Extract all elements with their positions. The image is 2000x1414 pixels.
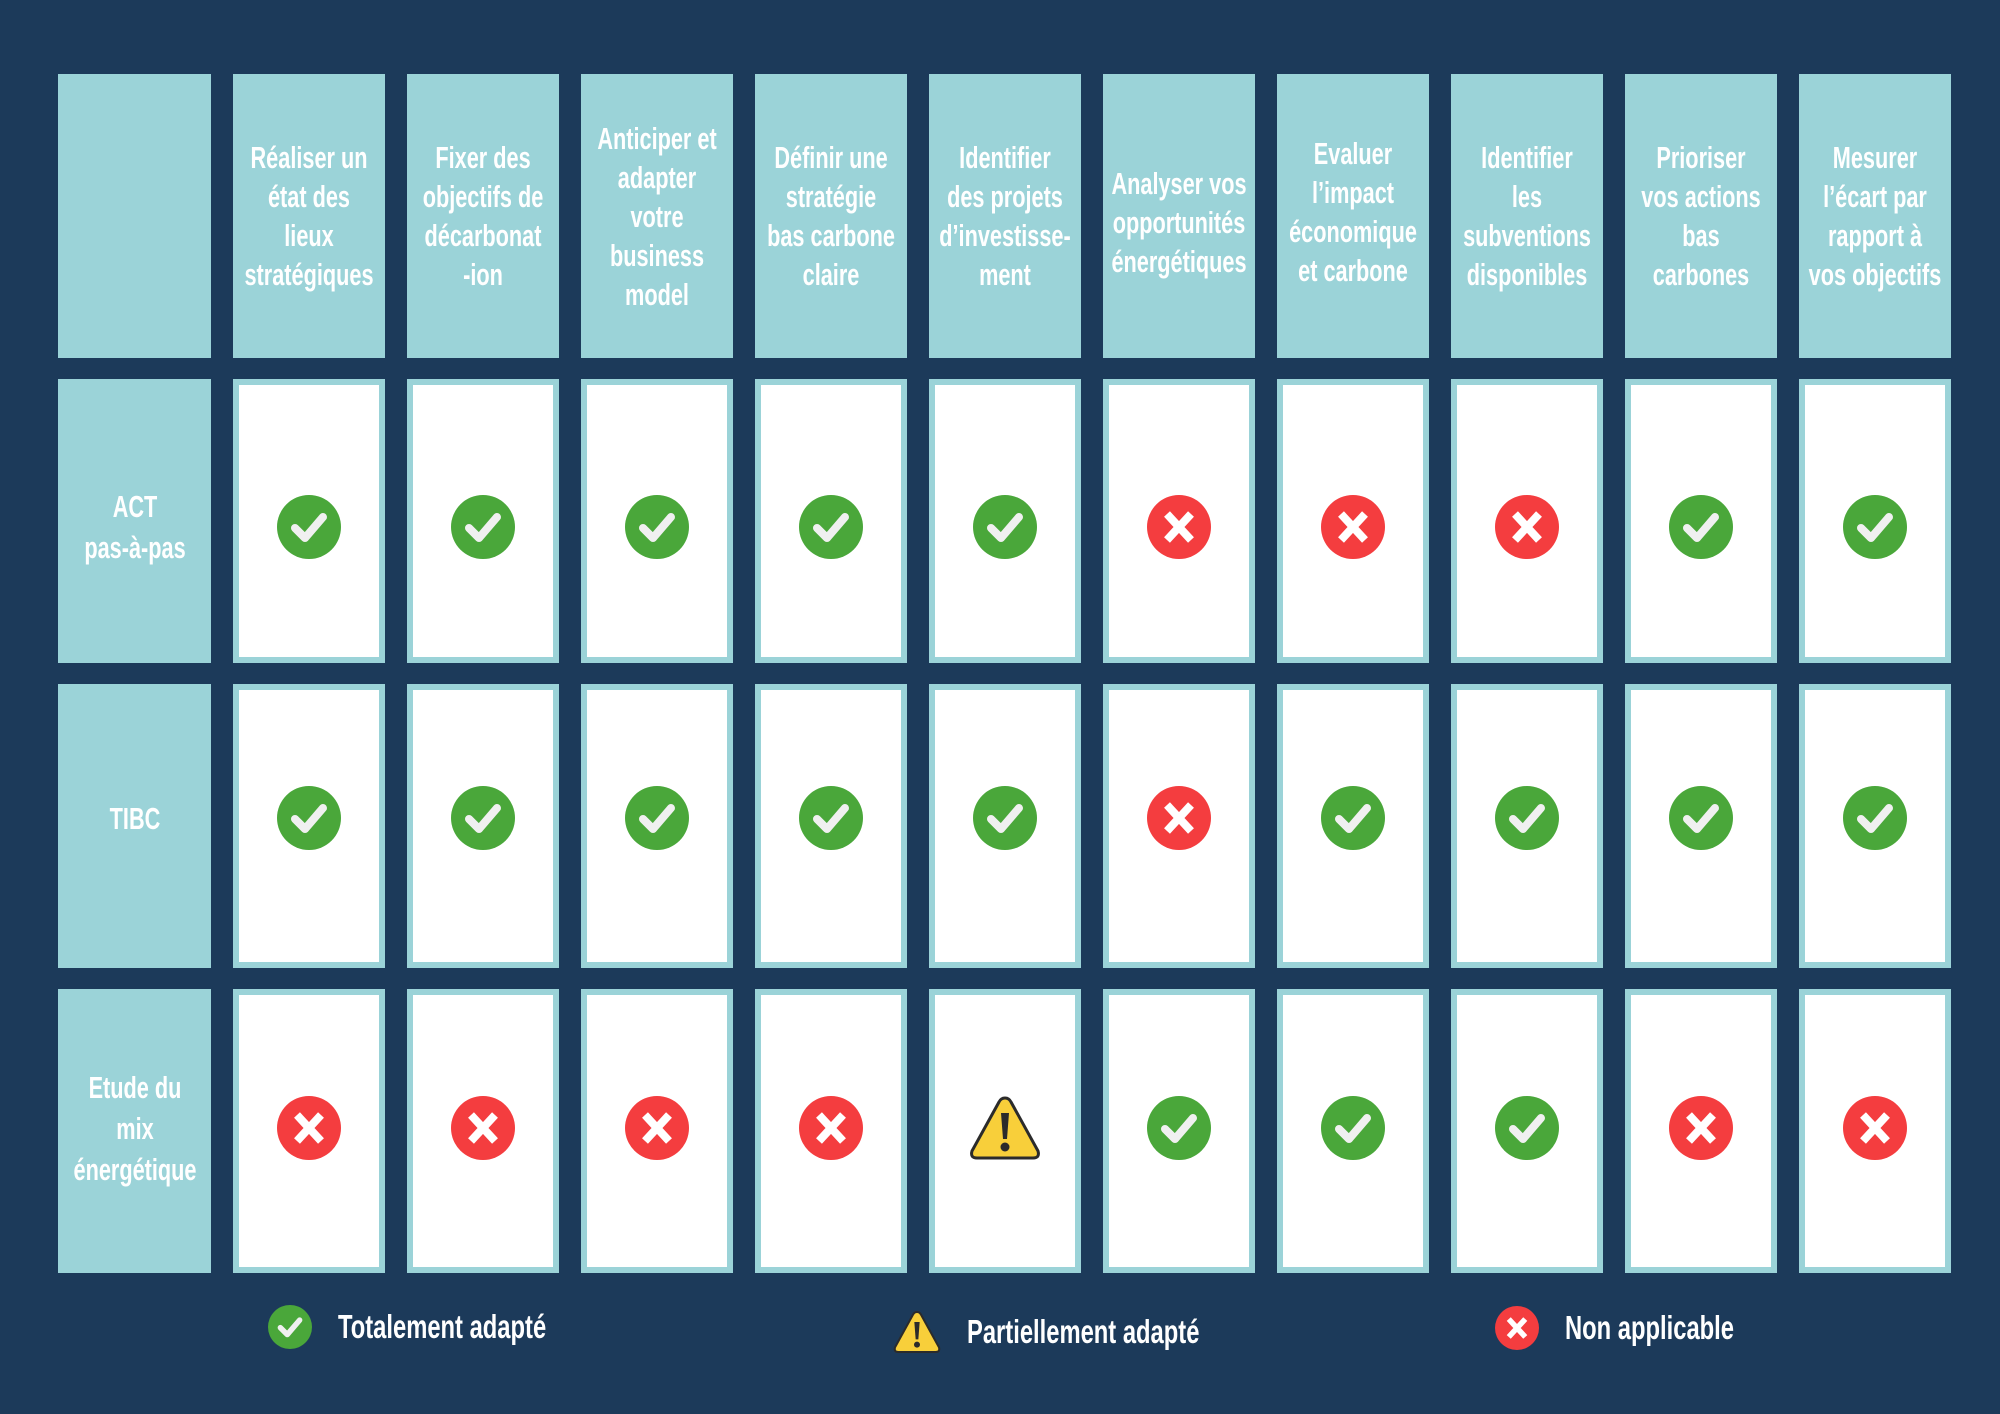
table-cell [1277, 684, 1429, 968]
check-circle-icon [625, 495, 689, 559]
cross-circle-icon [799, 1096, 863, 1160]
check-circle-icon [799, 786, 863, 850]
cross-circle-icon [1495, 1306, 1539, 1350]
check-circle-icon [1843, 786, 1907, 850]
cross-circle-icon [1321, 495, 1385, 559]
table-cell [1625, 379, 1777, 663]
row-header-1: ACT pas-à-pas [58, 379, 211, 663]
row-header-2: TIBC [58, 684, 211, 968]
column-header-label: Réaliser un état des lieux stratégiques [244, 140, 374, 292]
table-cell [929, 989, 1081, 1273]
table-cell [233, 989, 385, 1273]
column-header-9: Prioriser vos actions bas carbones [1625, 74, 1777, 358]
legend-label: Non applicable [1565, 1309, 1734, 1346]
column-header-1: Réaliser un état des lieux stratégiques [233, 74, 385, 358]
table-cell [233, 379, 385, 663]
table-cell [1451, 379, 1603, 663]
check-circle-icon [451, 495, 515, 559]
table-cell [1625, 989, 1777, 1273]
table-cell [581, 379, 733, 663]
column-header-5: Identifier des projets d’investisse- men… [929, 74, 1081, 358]
table-cell [755, 684, 907, 968]
check-circle-icon [277, 786, 341, 850]
cross-circle-icon [277, 1096, 341, 1160]
table-cell [1799, 989, 1951, 1273]
column-header-label: Anticiper et adapter votre business mode… [597, 120, 717, 312]
column-header-7: Evaluer l’impact économique et carbone [1277, 74, 1429, 358]
table-cell [1103, 989, 1255, 1273]
table-cell [1799, 684, 1951, 968]
table-cell [1277, 379, 1429, 663]
table-cell [1277, 989, 1429, 1273]
column-header-label: Fixer des objectifs de décarbonat -ion [422, 140, 544, 292]
check-circle-icon [1321, 786, 1385, 850]
table-cell [1451, 684, 1603, 968]
table-cell [581, 989, 733, 1273]
check-circle-icon [625, 786, 689, 850]
column-header-label: Analyser vos opportunités énergétiques [1111, 165, 1247, 279]
check-circle-icon [277, 495, 341, 559]
column-header-label: Définir une stratégie bas carbone claire [767, 140, 895, 292]
warning-triangle-icon [969, 1095, 1041, 1161]
table-cell [929, 379, 1081, 663]
table-cell [1103, 379, 1255, 663]
corner-header-cell [58, 74, 211, 358]
cross-circle-icon [451, 1096, 515, 1160]
table-cell [407, 989, 559, 1273]
cross-circle-icon [1147, 786, 1211, 850]
cross-circle-icon [1495, 495, 1559, 559]
table-cell [755, 379, 907, 663]
column-header-8: Identifier les subventions disponibles [1451, 74, 1603, 358]
legend-label: Partiellement adapté [967, 1313, 1200, 1350]
check-circle-icon [1669, 786, 1733, 850]
check-circle-icon [973, 495, 1037, 559]
column-header-2: Fixer des objectifs de décarbonat -ion [407, 74, 559, 358]
check-circle-icon [799, 495, 863, 559]
check-circle-icon [451, 786, 515, 850]
check-circle-icon [1669, 495, 1733, 559]
legend-item-check: Totalement adapté [268, 1302, 627, 1352]
row-header-label: TIBC [109, 800, 160, 836]
column-header-label: Identifier des projets d’investisse- men… [939, 140, 1071, 292]
table-cell [1799, 379, 1951, 663]
warning-triangle-icon [893, 1310, 941, 1354]
cross-circle-icon [1843, 1096, 1907, 1160]
column-header-4: Définir une stratégie bas carbone claire [755, 74, 907, 358]
check-circle-icon [1321, 1096, 1385, 1160]
column-header-3: Anticiper et adapter votre business mode… [581, 74, 733, 358]
check-circle-icon [1147, 1096, 1211, 1160]
column-header-label: Evaluer l’impact économique et carbone [1289, 136, 1417, 288]
table-cell [1625, 684, 1777, 968]
table-cell [407, 684, 559, 968]
cross-circle-icon [1147, 495, 1211, 559]
row-header-label: Etude du mix énergétique [72, 1069, 197, 1187]
table-cell [929, 684, 1081, 968]
column-header-label: Prioriser vos actions bas carbones [1641, 140, 1761, 292]
legend-item-cross: Non applicable [1495, 1303, 1800, 1353]
legend-label: Totalement adapté [338, 1308, 547, 1345]
table-cell [1103, 684, 1255, 968]
check-circle-icon [1843, 495, 1907, 559]
row-header-3: Etude du mix énergétique [58, 989, 211, 1273]
table-cell [407, 379, 559, 663]
table-cell [1451, 989, 1603, 1273]
check-circle-icon [1495, 1096, 1559, 1160]
column-header-10: Mesurer l’écart par rapport à vos object… [1799, 74, 1951, 358]
check-circle-icon [268, 1305, 312, 1349]
cross-circle-icon [625, 1096, 689, 1160]
table-cell [233, 684, 385, 968]
table-cell [581, 684, 733, 968]
row-header-label: ACT pas-à-pas [83, 489, 186, 565]
legend-item-warning: Partiellement adapté [893, 1307, 1290, 1357]
check-circle-icon [973, 786, 1037, 850]
column-header-6: Analyser vos opportunités énergétiques [1103, 74, 1255, 358]
column-header-label: Mesurer l’écart par rapport à vos object… [1808, 140, 1942, 292]
table-cell [755, 989, 907, 1273]
column-header-label: Identifier les subventions disponibles [1463, 140, 1591, 292]
check-circle-icon [1495, 786, 1559, 850]
cross-circle-icon [1669, 1096, 1733, 1160]
